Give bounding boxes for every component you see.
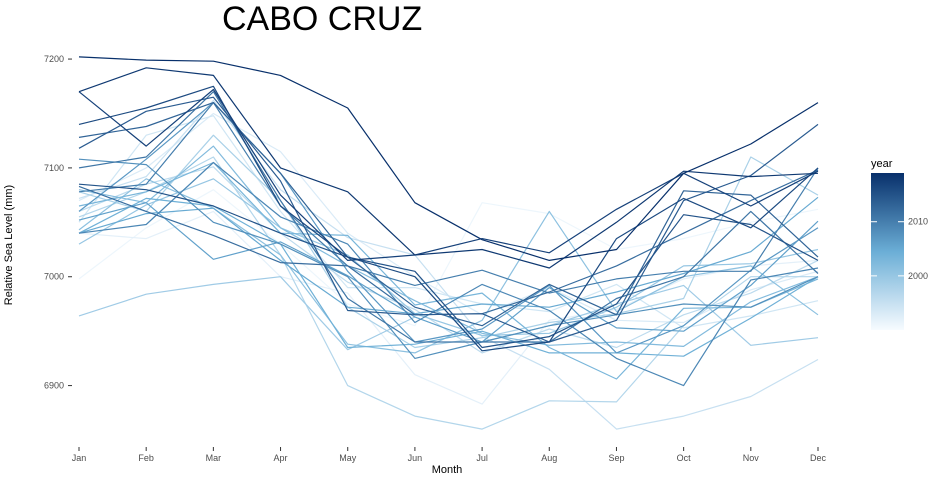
series-line-2011 [78, 91, 819, 343]
series-line-2009 [78, 161, 819, 387]
chart-title: CABO CRUZ [222, 0, 422, 38]
x-tick-label: Jul [476, 453, 488, 463]
series-line-2018 [78, 67, 819, 269]
x-tick-label: Aug [541, 453, 557, 463]
y-axis-title: Relative Sea Level (mm) [3, 185, 15, 305]
series-line-2016 [78, 85, 819, 352]
y-tick-label: 6900 [44, 381, 64, 391]
series-line-2017 [78, 88, 819, 261]
y-tick-label: 7200 [44, 54, 64, 64]
series-line-1996 [78, 166, 819, 354]
series-line-2003 [78, 161, 819, 380]
x-tick-label: Jun [408, 453, 423, 463]
series-line-2019 [78, 56, 819, 261]
color-bar [871, 173, 904, 330]
series-line-1995 [78, 99, 819, 430]
legend-tick-label: 2010 [908, 217, 928, 227]
x-tick-label: Mar [206, 453, 222, 463]
x-tick-label: Oct [677, 453, 692, 463]
series-line-2013 [78, 101, 819, 327]
x-tick-label: Dec [810, 453, 827, 463]
legend-title: year [871, 158, 893, 170]
x-tick-label: May [339, 453, 357, 463]
series-line-2006 [78, 202, 819, 343]
x-axis: Jan Feb Mar Apr May Jun Jul Aug Sep Oct Nov Dec [72, 447, 827, 463]
y-tick-label: 7100 [44, 163, 64, 173]
series-line-2008 [78, 158, 819, 359]
series-line-2010 [78, 101, 819, 294]
x-tick-label: Sep [608, 453, 624, 463]
series-line-2007 [78, 101, 819, 354]
x-tick-label: Apr [274, 453, 288, 463]
x-tick-label: Nov [743, 453, 760, 463]
series-line-1992 [78, 210, 819, 405]
series-line-1991 [78, 189, 819, 327]
series-line-2015 [78, 183, 819, 349]
series-lines [78, 56, 819, 430]
y-axis: 6900 7000 7100 7200 [44, 54, 72, 391]
series-line-2004 [78, 197, 819, 357]
legend-ticks: 2000 2010 [871, 217, 928, 281]
x-tick-label: Feb [138, 453, 154, 463]
x-axis-title: Month [432, 464, 463, 476]
series-line-1997 [78, 156, 818, 430]
legend-tick-label: 2000 [908, 271, 928, 281]
x-tick-label: Jan [72, 453, 87, 463]
y-tick-label: 7000 [44, 272, 64, 282]
color-legend: year 2000 2010 [871, 158, 928, 330]
